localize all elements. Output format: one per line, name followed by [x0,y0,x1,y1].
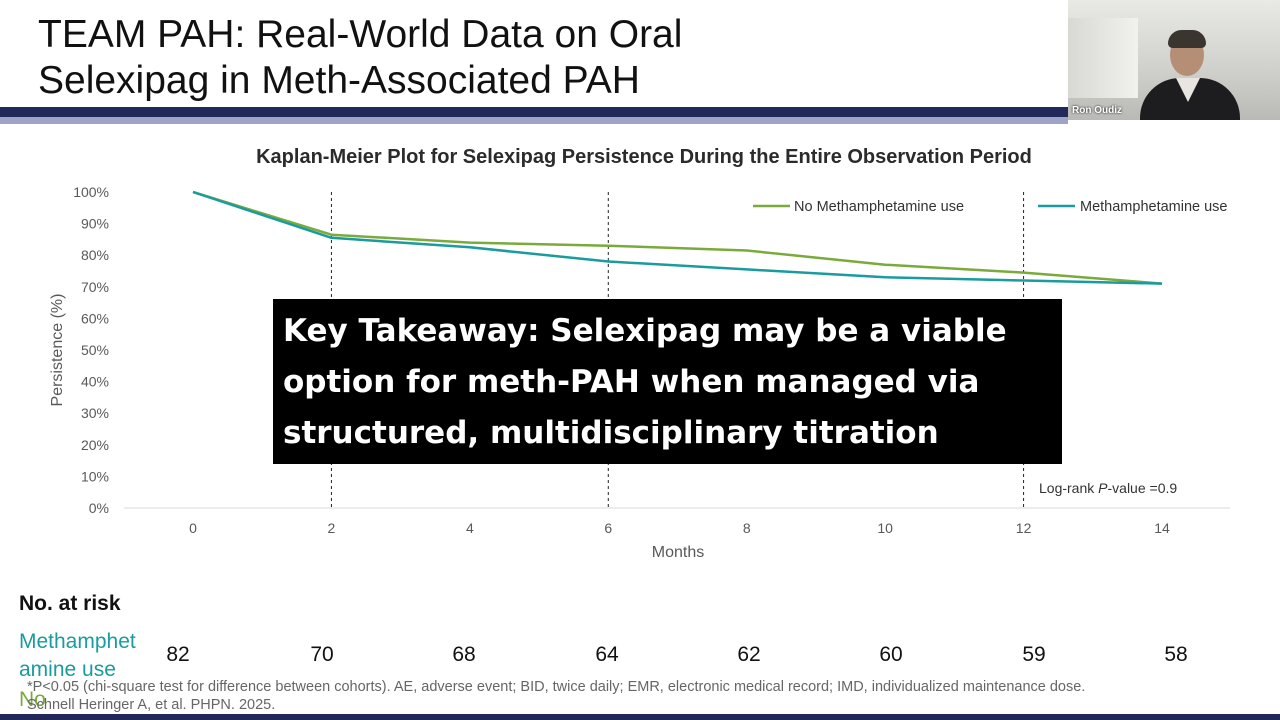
y-tick-label: 10% [81,468,109,484]
x-tick-label: 14 [1154,520,1170,536]
y-tick-label: 100% [73,184,109,200]
y-tick-label: 60% [81,310,109,326]
x-tick-label: 4 [466,520,474,536]
series-line-no-meth [192,190,1163,285]
x-tick-label: 6 [604,520,612,536]
slide-title-line2: Selexipag in Meth-Associated PAH [38,59,640,102]
footnote: *P<0.05 (chi-square test for difference … [27,678,1085,714]
chart-title: Kaplan-Meier Plot for Selexipag Persiste… [256,146,1032,168]
y-tick-label: 90% [81,216,109,232]
speaker-video-tile[interactable]: Ron Oudiz [1068,0,1280,120]
risk-row-label-no-meth: No [19,688,46,711]
takeaway-line3: structured, multidisciplinary titration [283,415,939,451]
risk-value: 68 [452,643,476,666]
risk-row-label-meth-line1: Methamphet [19,630,136,653]
x-tick-label: 0 [189,520,197,536]
x-tick-label: 12 [1016,520,1032,536]
risk-value: 82 [166,643,190,666]
logrank-p: P [1098,480,1108,496]
y-tick-label: 40% [81,374,109,390]
y-tick-label: 20% [81,437,109,453]
header-bar [0,107,1068,117]
footnote-line1: *P<0.05 (chi-square test for difference … [27,679,1086,695]
footer-bar [0,714,1280,720]
risk-value: 58 [1164,643,1188,666]
x-tick-label: 10 [877,520,893,536]
video-background-shelf [1068,18,1138,98]
risk-value: 62 [737,643,761,666]
header-bar-accent [0,117,1068,124]
speaker-hair [1168,30,1206,48]
risk-value: 59 [1022,643,1046,666]
risk-row-label-meth-line2: amine use [19,658,116,681]
takeaway-line1: Key Takeaway: Selexipag may be a viable [283,313,1007,349]
y-tick-label: 50% [81,342,109,358]
legend-label-meth: Methamphetamine use [1080,199,1228,215]
logrank-suffix: -value =0.9 [1107,480,1178,496]
key-takeaway-box: Key Takeaway: Selexipag may be a viable … [273,299,1062,464]
logrank-annotation: Log-rank P-value =0.9 [1039,480,1177,496]
x-tick-label: 2 [328,520,336,536]
legend-label-no-meth: No Methamphetamine use [794,199,964,215]
risk-table-title: No. at risk [19,592,121,615]
slide-title-line1: TEAM PAH: Real-World Data on Oral [38,13,683,56]
y-tick-label: 0% [89,500,109,516]
x-axis-label: Months [652,544,704,561]
risk-value: 64 [595,643,619,666]
x-tick-label: 8 [743,520,751,536]
risk-value: 70 [310,643,334,666]
logrank-prefix: Log-rank [1039,480,1099,496]
y-axis-label: Persistence (%) [49,294,66,407]
risk-row-label-meth: Methamphet amine use [19,628,159,684]
series-line-meth [192,190,1163,285]
speaker-name-label: Ron Oudiz [1072,105,1122,116]
slide-title: TEAM PAH: Real-World Data on Oral Selexi… [38,12,682,104]
y-tick-label: 30% [81,405,109,421]
risk-value: 60 [879,643,903,666]
km-plot: 0% 10% 20% 30% 40% 50% 60% 70% 80% 90% 100% 0 2 4 6 8 10… [49,184,1230,561]
y-tick-label: 70% [81,279,109,295]
footnote-reference: Schnell Heringer A, et al. PHPN. 2025. [27,697,276,713]
y-tick-label: 80% [81,247,109,263]
takeaway-line2: option for meth-PAH when managed via [283,364,980,400]
